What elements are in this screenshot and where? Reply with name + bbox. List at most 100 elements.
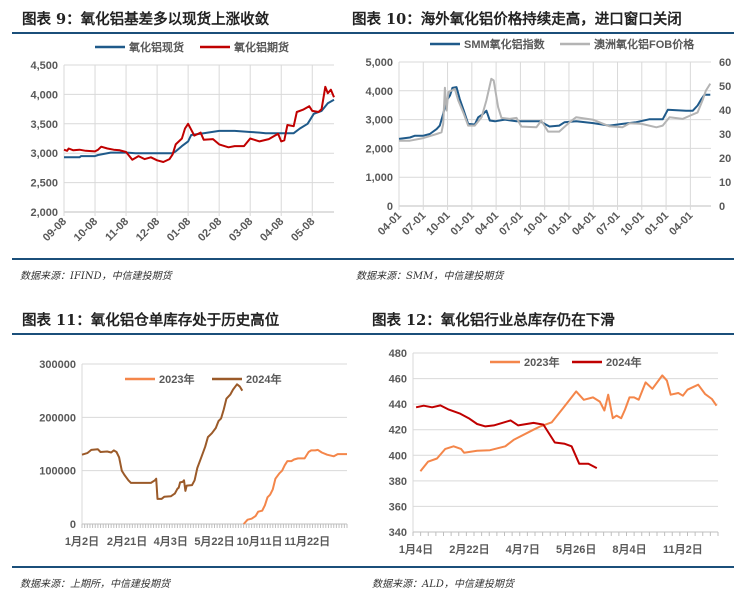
y-tick-label: 380 [389,476,407,488]
x-tick-label: 1月2日 [65,535,99,548]
chart-10: 0 1,000 2,000 3,000 4,000 5,000 0 10 20 30 40 50 60 0… [365,37,731,238]
y-tick-label: 460 [389,374,407,386]
x-tick-label: 1月4日 [399,543,433,556]
y-tick-label: 200000 [39,412,76,424]
x-tick-label: 02-08 [196,216,224,244]
y-tick-label: 1,000 [365,172,393,184]
x-tick-label: 07-01 [497,210,525,238]
x-tick-label: 2月21日 [107,535,147,548]
y-tick-label: 4,000 [30,89,58,101]
x-tick-label: 2月22日 [449,543,489,556]
x-tick-label: 10-01 [619,210,647,238]
legend-label: SMM氧化铝指数 [464,37,546,51]
x-tick-label: 01-01 [546,210,574,238]
y-tick-label: 5,000 [365,57,393,69]
chart-12-title: 图表 12：氧化铝行业总库存仍在下滑 [372,312,615,329]
legend-label: 澳洲氧化铝FOB价格 [594,37,695,51]
series-line-1 [81,383,244,500]
x-tick-label: 04-01 [667,210,695,238]
y-tick-label: 3,000 [365,115,393,127]
y2-tick-label: 40 [719,105,731,117]
divider [377,333,734,335]
legend-label: 氧化铝期货 [233,40,289,54]
legend-label: 氧化铝现货 [128,40,184,54]
x-tick-label: 11月22日 [284,535,330,548]
x-tick-label: 5月22日 [194,535,234,548]
y-tick-label: 3,500 [30,119,58,131]
chart-10-source: 数据来源：SMM，中信建投期货 [356,271,504,282]
legend-label: 2023年 [524,355,559,369]
chart-9: 2,000 2,500 3,000 3,500 4,000 4,500 09-08 10-08… [30,40,335,244]
y-tick-label: 340 [389,527,407,539]
x-tick-label: 5月26日 [556,543,596,556]
y-tick-label: 420 [389,425,407,437]
x-tick-label: 10-01 [521,210,549,238]
y2-tick-label: 0 [719,201,725,213]
y2-tick-label: 10 [719,177,731,189]
y-tick-label: 440 [389,399,407,411]
divider [12,566,377,568]
x-tick-label: 04-08 [258,216,286,244]
y-tick-label: 300000 [39,359,76,371]
legend-label: 2024年 [606,355,641,369]
divider [12,258,377,260]
series-line-1 [399,77,712,142]
y-tick-label: 0 [70,519,76,531]
y-tick-label: 2,500 [30,178,58,190]
x-tick-label: 8月4日 [612,543,646,556]
divider [377,566,734,568]
y2-tick-label: 60 [719,57,731,69]
y-tick-label: 0 [387,201,393,213]
x-tick-label: 09-08 [41,216,69,244]
chart-12-source: 数据来源：ALD，中信建投期货 [372,579,514,590]
x-tick-label: 04-01 [376,210,404,238]
x-tick-label: 04-01 [473,210,501,238]
y-tick-label: 480 [389,348,407,360]
divider [12,32,377,34]
x-tick-label: 10-01 [424,210,452,238]
y2-tick-label: 20 [719,153,731,165]
chart-9-source: 数据来源：IFIND，中信建投期货 [20,271,172,282]
x-tick-label: 05-08 [289,216,317,244]
y-tick-label: 2,000 [30,207,58,219]
y-tick-label: 4,000 [365,86,393,98]
series-line-1 [415,404,598,469]
y2-tick-label: 50 [719,81,731,93]
legend-label: 2023年 [159,372,194,386]
chart-9-title: 图表 9：氧化铝基差多以现货上涨收敛 [22,11,270,28]
x-tick-label: 01-08 [165,216,193,244]
chart-10-title: 图表 10：海外氧化铝价格持续走高，进口窗口关闭 [352,11,682,28]
series-line-0 [242,448,347,525]
series-line-1 [63,85,335,163]
x-tick-label: 4月7日 [506,543,540,556]
y-tick-label: 4,500 [30,60,58,72]
x-tick-label: 01-01 [643,210,671,238]
x-tick-label: 10-08 [72,216,100,244]
legend-label: 2024年 [246,372,281,386]
y-tick-label: 360 [389,501,407,513]
divider [377,258,734,260]
x-tick-label: 10月11日 [237,535,283,548]
chart-11-source: 数据来源：上期所，中信建投期货 [20,579,170,590]
y2-tick-label: 30 [719,129,731,141]
y-tick-label: 3,000 [30,148,58,160]
y-tick-label: 100000 [39,466,76,478]
x-tick-label: 07-01 [594,210,622,238]
x-tick-label: 03-08 [227,216,255,244]
divider [12,333,377,335]
chart-11-title: 图表 11：氧化铝仓单库存处于历史高位 [22,312,280,329]
series-line-0 [398,86,711,140]
x-tick-label: 12-08 [134,216,162,244]
y-tick-label: 400 [389,450,407,462]
divider [377,32,734,34]
y-tick-label: 2,000 [365,143,393,155]
x-tick-label: 04-01 [570,210,598,238]
chart-12: 340 360 380 400 420 440 460 480 1月4日 2月22日 4月7日 5月2… [389,348,719,556]
series-line-0 [419,374,718,472]
x-tick-label: 11月2日 [663,543,703,556]
chart-11: 0 100000 200000 300000 1月2日 2月21日 4月3日 5月22日 10月… [39,359,348,548]
x-tick-label: 11-08 [103,216,131,244]
x-tick-label: 01-01 [449,210,477,238]
